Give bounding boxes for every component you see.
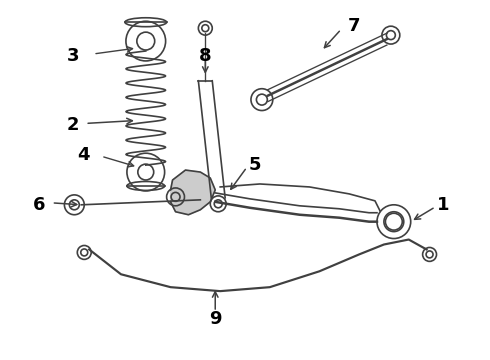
Text: 7: 7 [348,17,361,35]
Text: 1: 1 [437,196,450,214]
Text: 5: 5 [248,156,261,174]
Text: 3: 3 [67,47,79,65]
Text: 4: 4 [77,146,90,164]
Polygon shape [171,170,215,215]
Text: 2: 2 [67,116,79,134]
Text: 9: 9 [209,310,221,328]
Text: 6: 6 [33,196,46,214]
Text: 8: 8 [199,47,212,65]
